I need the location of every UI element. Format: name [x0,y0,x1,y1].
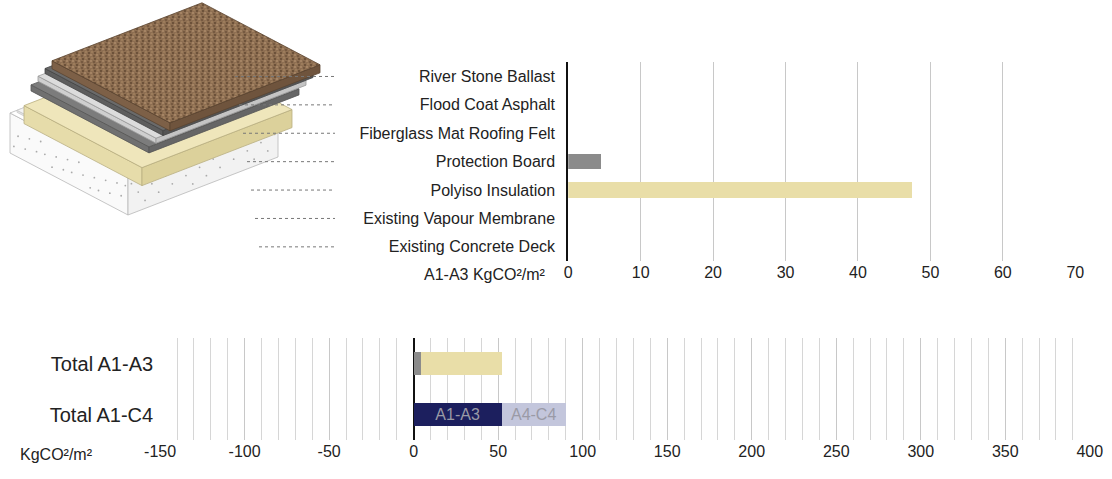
svg-text:Polyiso Insulation: Polyiso Insulation [431,182,556,199]
svg-text:50: 50 [489,443,507,460]
svg-text:60: 60 [994,264,1012,281]
svg-text:70: 70 [1066,264,1084,281]
svg-text:10: 10 [632,264,650,281]
svg-text:250: 250 [823,443,850,460]
svg-text:20: 20 [704,264,722,281]
svg-text:A4-C4: A4-C4 [511,406,556,423]
svg-text:150: 150 [654,443,681,460]
svg-text:0: 0 [409,443,418,460]
svg-text:40: 40 [849,264,867,281]
svg-text:0: 0 [564,264,573,281]
svg-text:Existing Vapour Membrane: Existing Vapour Membrane [363,210,555,227]
svg-text:Fiberglass Mat Roofing Felt: Fiberglass Mat Roofing Felt [359,125,555,142]
svg-text:River Stone Ballast: River Stone Ballast [419,68,556,85]
svg-text:-100: -100 [229,443,261,460]
svg-text:30: 30 [777,264,795,281]
svg-text:KgCO²/m²: KgCO²/m² [20,446,93,463]
svg-text:Flood Coat Asphalt: Flood Coat Asphalt [420,96,556,113]
svg-text:100: 100 [569,443,596,460]
svg-text:400: 400 [1076,443,1103,460]
svg-text:200: 200 [738,443,765,460]
svg-text:Total A1-A3: Total A1-A3 [51,353,153,375]
svg-text:Total A1-C4: Total A1-C4 [50,404,153,426]
svg-text:300: 300 [907,443,934,460]
svg-text:350: 350 [992,443,1019,460]
svg-text:50: 50 [922,264,940,281]
svg-text:A1-A3 KgCO²/m²: A1-A3 KgCO²/m² [424,266,546,283]
svg-text:-150: -150 [144,443,176,460]
svg-text:Protection Board: Protection Board [436,153,555,170]
svg-text:-50: -50 [318,443,341,460]
svg-text:A1-A3: A1-A3 [435,406,480,423]
svg-text:Existing Concrete Deck: Existing Concrete Deck [389,238,556,255]
